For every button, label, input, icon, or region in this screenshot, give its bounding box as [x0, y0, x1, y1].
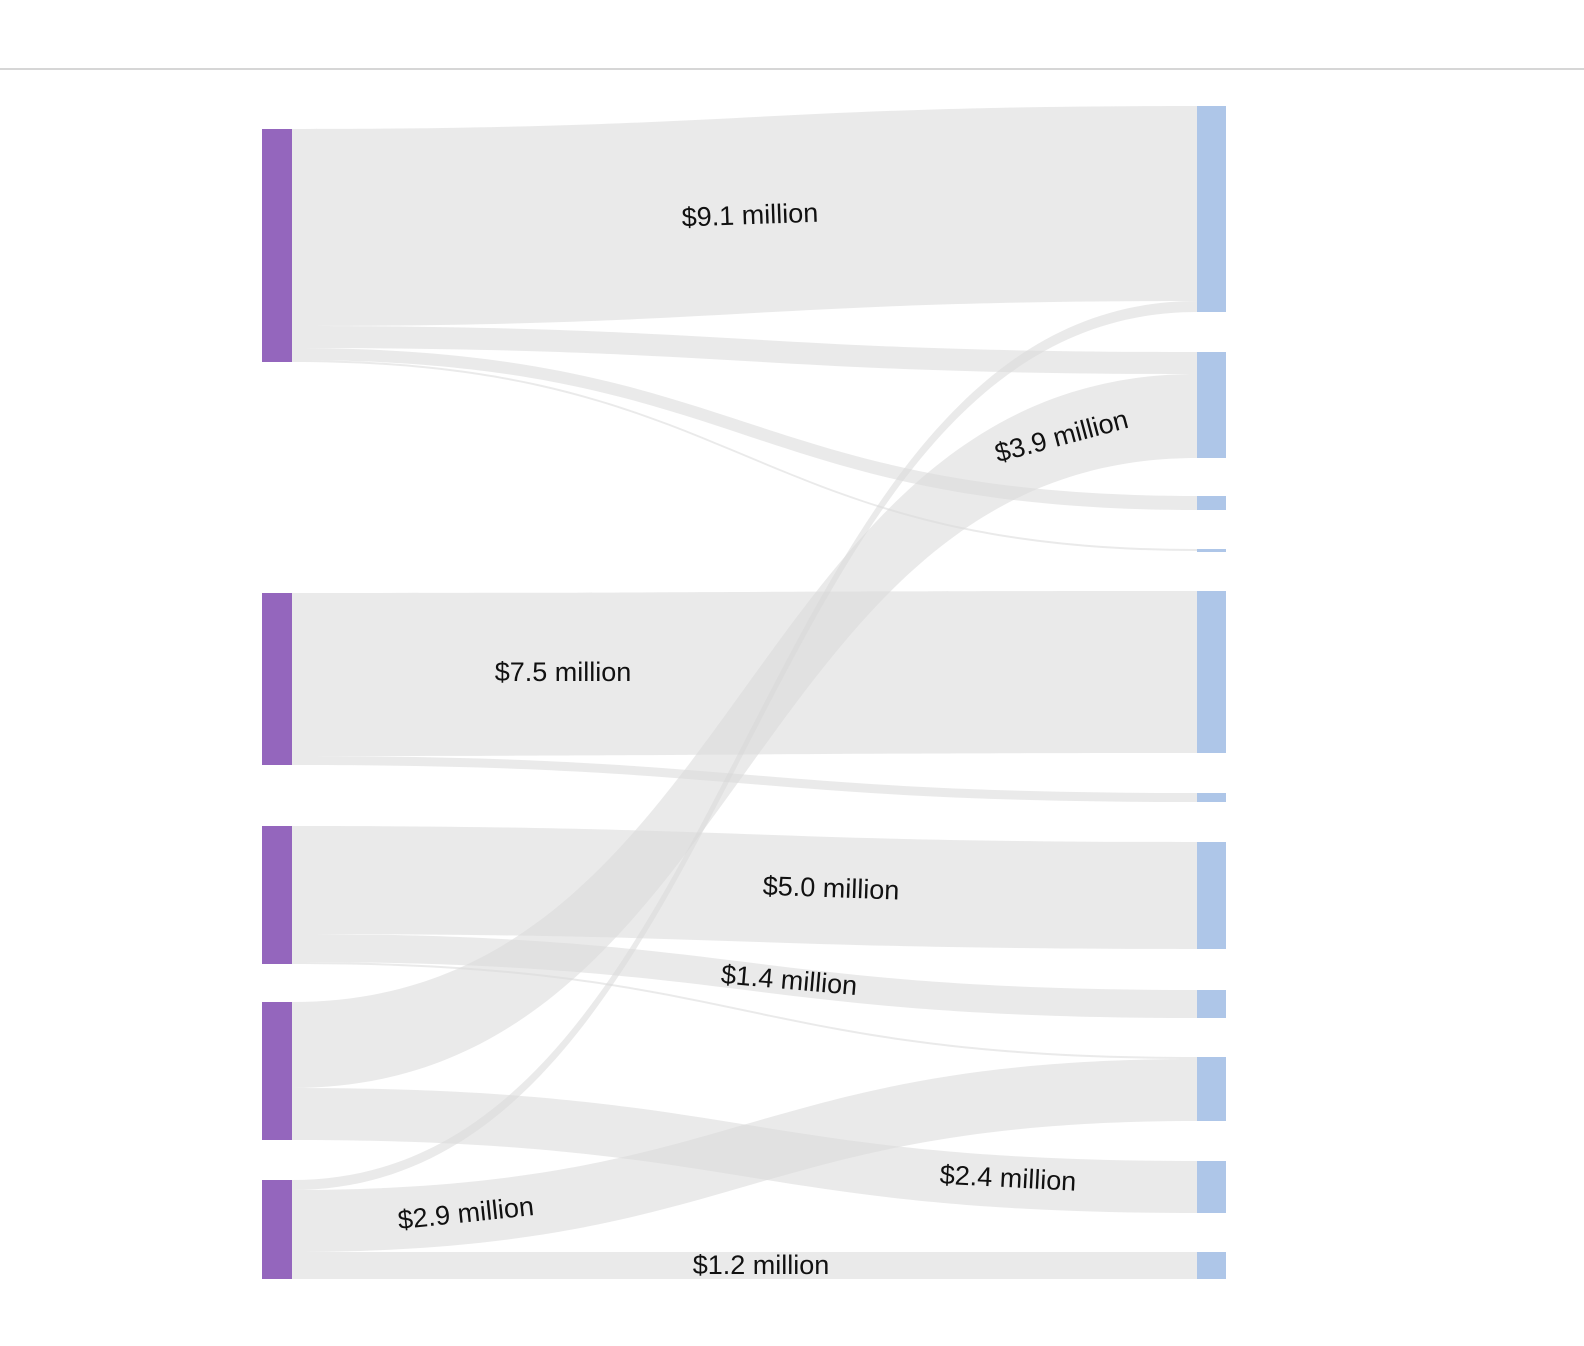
link-s1-t4 [292, 360, 1197, 551]
source-nodes [262, 129, 292, 1279]
flow-label-1-4: $1.4 million [720, 959, 859, 1001]
link-s3-t7 [292, 826, 1197, 949]
target-node-6 [1197, 793, 1226, 802]
source-node-4 [262, 1002, 292, 1140]
target-node-5 [1197, 591, 1226, 753]
flow-label-9-1: $9.1 million [681, 198, 819, 233]
link-s1-t1 [292, 106, 1197, 326]
link-s2-t6 [292, 756, 1197, 802]
link-s2-t5 [292, 591, 1197, 756]
target-node-1 [1197, 106, 1226, 312]
flow-label-5-0: $5.0 million [762, 871, 900, 906]
link-s3-t9 [292, 962, 1197, 1059]
target-node-11 [1197, 1252, 1226, 1279]
flow-label-1-2: $1.2 million [693, 1250, 830, 1280]
target-nodes [1197, 106, 1226, 1279]
header-divider [0, 68, 1584, 70]
source-node-1 [262, 129, 292, 362]
flow-label-2-4: $2.4 million [939, 1160, 1077, 1197]
target-node-4 [1197, 549, 1226, 552]
source-node-3 [262, 826, 292, 964]
target-node-10 [1197, 1161, 1226, 1213]
link-s4-t2 [292, 374, 1197, 1088]
link-s5-t11 [292, 1252, 1197, 1279]
flow-labels: $9.1 million $3.9 million $7.5 million $… [396, 198, 1131, 1280]
link-s1-t3 [292, 348, 1197, 510]
source-node-2 [262, 593, 292, 765]
link-s1-t2 [292, 326, 1197, 374]
target-node-8 [1197, 990, 1226, 1018]
target-node-3 [1197, 496, 1226, 510]
link-s5-t1 [292, 301, 1197, 1190]
target-node-2 [1197, 352, 1226, 458]
links [292, 106, 1197, 1279]
link-s5-t9 [292, 1059, 1197, 1252]
target-node-7 [1197, 842, 1226, 949]
flow-label-7-5: $7.5 million [495, 657, 632, 687]
source-node-5 [262, 1180, 292, 1279]
target-node-9 [1197, 1057, 1226, 1121]
